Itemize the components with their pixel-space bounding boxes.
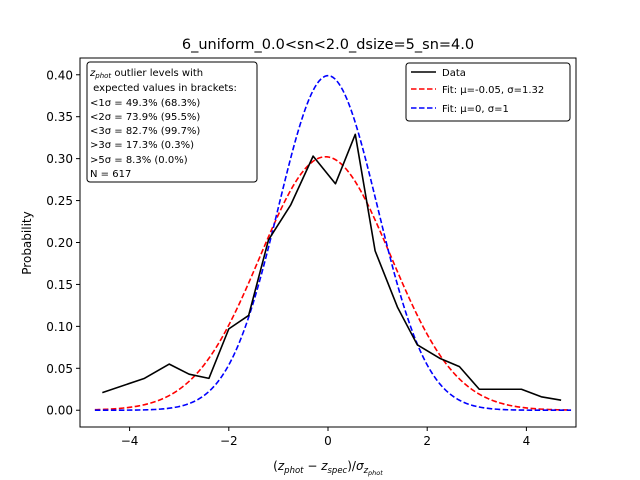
data-line: [102, 133, 562, 401]
x-tick-label: 2: [423, 434, 431, 448]
axes-ticks: −4 −2 0 2 4 0.00 0.05 0.10 0.15 0.20 0.25 0.30 0.35 0…: [46, 68, 530, 448]
annotation-line-4: <2σ = 73.9% (95.5%): [90, 112, 200, 123]
y-tick-label: 0.00: [46, 404, 73, 418]
annotation-frame: [86, 61, 258, 183]
plot-area: [94, 74, 572, 412]
annotation-line-3: <1σ = 49.3% (68.3%): [90, 98, 200, 109]
y-tick-label: 0.05: [46, 362, 73, 376]
legend-label-fit-blue: Fit: μ=0, σ=1: [442, 104, 509, 115]
x-tick-label: −4: [121, 434, 139, 448]
y-tick-label: 0.10: [46, 320, 73, 334]
chart-title: 6_uniform_0.0<sn<2.0_dsize=5_sn=4.0: [182, 37, 474, 53]
x-tick-label: 4: [523, 434, 531, 448]
legend-frame: [405, 62, 571, 122]
x-tick-label: −2: [220, 434, 238, 448]
x-tick-label: 0: [324, 434, 332, 448]
annotation-line-2: expected values in brackets:: [90, 83, 237, 94]
annotation-line-7: >5σ = 8.3% (0.0%): [90, 155, 188, 166]
annotation-line-1: zphot outlier levels with: [89, 68, 203, 80]
y-tick-label: 0.25: [46, 194, 73, 208]
annotation-line-5: <3σ = 82.7% (99.7%): [90, 126, 200, 137]
y-axis-label: Probability: [20, 211, 34, 274]
legend-label-fit-red: Fit: μ=-0.05, σ=1.32: [442, 85, 544, 96]
y-tick-label: 0.30: [46, 152, 73, 166]
y-tick-label: 0.35: [46, 110, 73, 124]
annotation-line-8: N = 617: [90, 169, 131, 180]
plot-frame: [79, 57, 577, 428]
fit-curve-red: [94, 155, 572, 411]
fit-curve-blue: [94, 74, 572, 412]
y-tick-label: 0.20: [46, 236, 73, 250]
annotation-box: zphot outlier levels with expected value…: [86, 61, 258, 183]
legend: Data Fit: μ=-0.05, σ=1.32 Fit: μ=0, σ=1: [405, 62, 571, 122]
y-tick-label: 0.15: [46, 278, 73, 292]
y-tick-label: 0.40: [46, 68, 73, 82]
annotation-line-6: >3σ = 17.3% (0.3%): [90, 140, 194, 151]
legend-label-data: Data: [442, 68, 466, 79]
